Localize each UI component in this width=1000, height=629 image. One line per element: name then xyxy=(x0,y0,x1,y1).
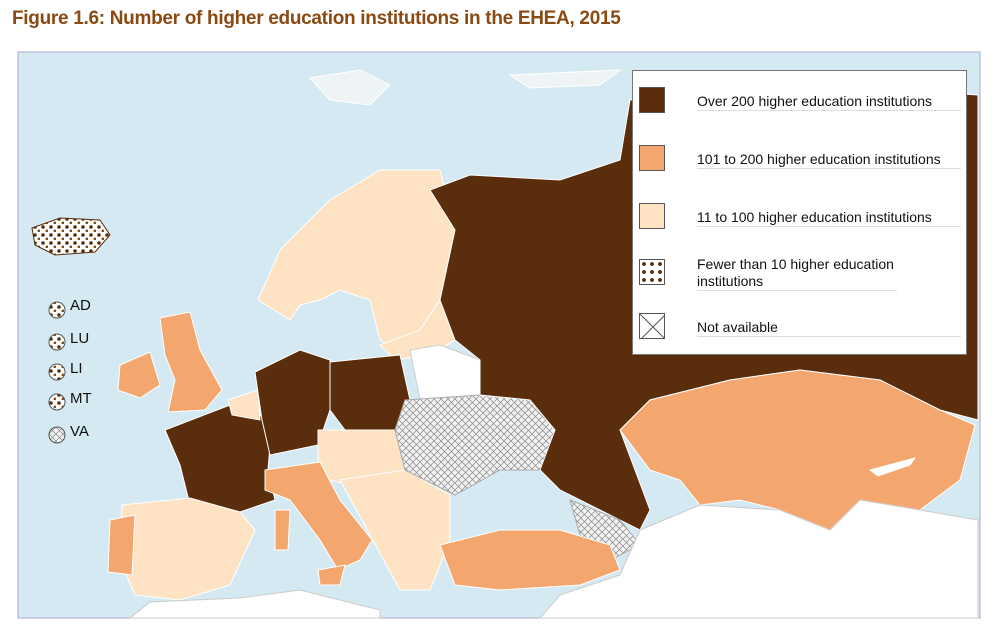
state-symbol xyxy=(48,333,66,351)
swatch xyxy=(639,259,665,285)
legend-label: Fewer than 10 higher education instituti… xyxy=(697,256,897,291)
benelux xyxy=(227,389,261,421)
portugal xyxy=(107,514,136,576)
swatch xyxy=(639,87,665,113)
italy xyxy=(264,461,373,571)
legend-item: Not available xyxy=(633,313,966,353)
africa xyxy=(128,589,381,619)
state-label: AD xyxy=(70,297,91,314)
swatch xyxy=(639,313,665,339)
legend-item: Over 200 higher education institutions xyxy=(633,87,966,127)
legend-label: Not available xyxy=(697,319,961,337)
lake xyxy=(868,457,917,477)
legend-item: 101 to 200 higher education institutions xyxy=(633,145,966,185)
legend-label: 101 to 200 higher education institutions xyxy=(697,151,961,169)
small-states: AD LU LI MT VA xyxy=(48,297,92,444)
figure-title: Figure 1.6: Number of higher education i… xyxy=(12,8,621,29)
state-symbol xyxy=(48,393,66,411)
state-label: VA xyxy=(70,423,89,440)
iceland xyxy=(31,217,111,256)
legend-item: Fewer than 10 higher education instituti… xyxy=(633,256,966,299)
swatch xyxy=(639,145,665,171)
legend-label: Over 200 higher education institutions xyxy=(697,93,961,111)
ireland xyxy=(117,351,161,399)
asia xyxy=(538,499,979,619)
germany xyxy=(254,349,331,456)
state-label: LU xyxy=(70,330,89,347)
state-label: MT xyxy=(70,390,92,407)
turkey xyxy=(439,529,621,591)
state-symbol xyxy=(48,363,66,381)
uk xyxy=(159,311,223,413)
legend-item: 11 to 100 higher education institutions xyxy=(633,203,966,243)
legend: Over 200 higher education institutions 1… xyxy=(632,70,967,355)
caucasus xyxy=(569,499,641,561)
swatch xyxy=(639,203,665,229)
arctic-islands xyxy=(309,69,622,106)
state-symbol xyxy=(48,301,66,319)
poland xyxy=(329,354,411,431)
legend-label: 11 to 100 higher education institutions xyxy=(697,209,961,227)
islands xyxy=(274,509,346,586)
state-symbol xyxy=(48,426,66,444)
state-label: LI xyxy=(70,360,83,377)
